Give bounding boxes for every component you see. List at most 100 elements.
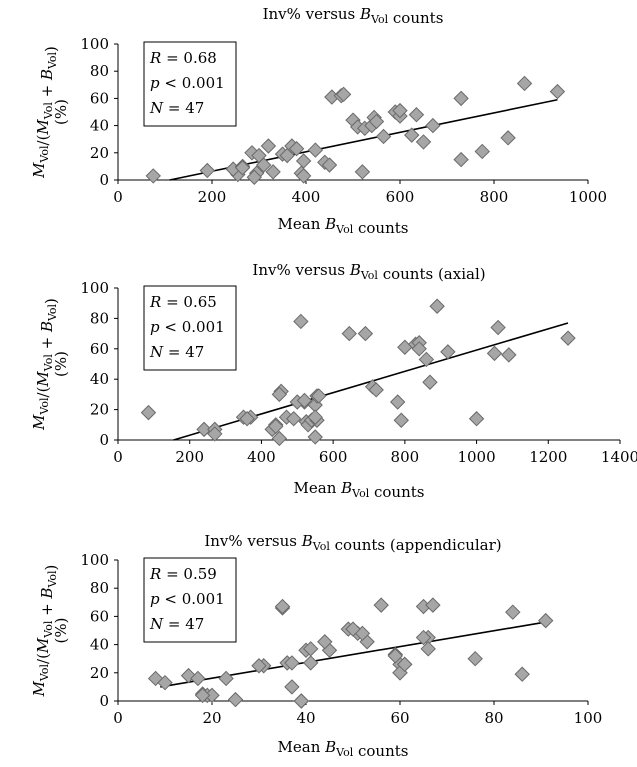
data-point [560,330,576,346]
data-point [307,409,323,425]
data-point [302,641,319,657]
data-point [317,634,333,650]
x-tick-label: 800 [480,188,509,206]
y-axis-label: MVol/(MVol + BVol) [30,565,60,698]
y-axis-label: MVol/(MVol + BVol) [30,298,60,431]
data-point [415,134,432,150]
y-tick-label: 60 [90,607,109,625]
stat-r: R = 0.65 [149,293,217,311]
y-tick-label: 40 [90,370,109,388]
data-point [260,138,277,154]
data-point [396,656,413,673]
data-point [140,404,157,421]
y-tick-label: 40 [90,636,109,654]
y-axis-label-unit: (%) [52,618,70,644]
data-point [490,319,506,336]
y-tick-label: 100 [80,35,109,53]
x-axis-label: Mean BVol counts [294,479,425,501]
y-tick-label: 80 [90,309,109,327]
data-point [368,113,385,130]
data-point [387,648,404,664]
data-point [429,298,445,314]
y-tick-label: 0 [99,171,109,189]
y-tick-label: 0 [99,431,109,449]
data-point [190,670,206,687]
data-point [468,411,485,427]
data-point [392,102,408,119]
data-point [537,612,554,629]
x-tick-label: 400 [292,188,321,206]
x-tick-label: 0 [113,709,123,727]
y-tick-label: 100 [80,551,109,569]
data-point [368,382,384,398]
data-point [196,421,212,438]
data-point [357,325,374,342]
x-tick-label: 60 [390,709,409,727]
x-tick-label: 40 [296,709,315,727]
x-tick-label: 0 [113,448,123,466]
data-point [486,345,503,362]
x-tick-label: 600 [319,448,348,466]
x-tick-label: 1000 [457,448,495,466]
y-tick-label: 80 [90,579,109,597]
data-point [404,127,420,143]
x-tick-label: 100 [574,709,603,727]
chart-title: Inv% versus BVol counts [263,5,444,27]
stat-r: R = 0.68 [149,49,217,67]
x-tick-label: 200 [198,188,227,206]
x-axis-label: Mean BVol counts [278,215,409,237]
x-tick-label: 800 [391,448,420,466]
x-tick-label: 1400 [601,448,637,466]
data-point [440,344,456,360]
x-tick-label: 600 [386,188,415,206]
data-point [295,153,312,169]
y-tick-label: 40 [90,117,109,135]
data-point [425,117,441,134]
chart-title: Inv% versus BVol counts (axial) [252,261,485,283]
data-point [354,164,371,180]
data-point [307,142,324,158]
data-point [422,374,438,390]
x-tick-label: 200 [175,448,204,466]
chart-title: Inv% versus BVol counts (appendicular) [204,532,501,554]
data-point [418,351,435,368]
data-point [302,655,319,671]
data-point [157,674,173,691]
x-tick-label: 1000 [569,188,607,206]
data-point [467,650,483,667]
data-point [145,168,161,184]
data-point [288,141,305,157]
data-point [218,670,234,687]
data-point [549,83,566,100]
data-point [500,130,516,146]
x-tick-label: 1200 [529,448,567,466]
x-tick-label: 0 [113,188,123,206]
data-point [207,426,223,442]
data-point [285,411,302,427]
data-point [284,655,300,671]
stat-p: p < 0.001 [150,318,225,336]
stat-p: p < 0.001 [150,590,225,608]
y-tick-label: 60 [90,89,109,107]
data-point [393,412,409,428]
data-point [321,157,338,173]
data-point [194,687,211,704]
x-tick-label: 20 [202,709,221,727]
data-point [397,339,413,355]
data-point [239,411,255,427]
y-tick-label: 20 [90,664,109,682]
data-point [271,430,288,447]
data-point [295,168,312,184]
data-point [453,90,469,107]
data-point [516,75,533,92]
data-point [293,693,310,709]
data-point [307,429,323,445]
data-point [415,629,432,646]
stat-n: N = 47 [149,615,204,633]
data-point [474,143,490,160]
y-axis-label-unit: (%) [52,351,70,377]
y-tick-label: 60 [90,340,109,358]
